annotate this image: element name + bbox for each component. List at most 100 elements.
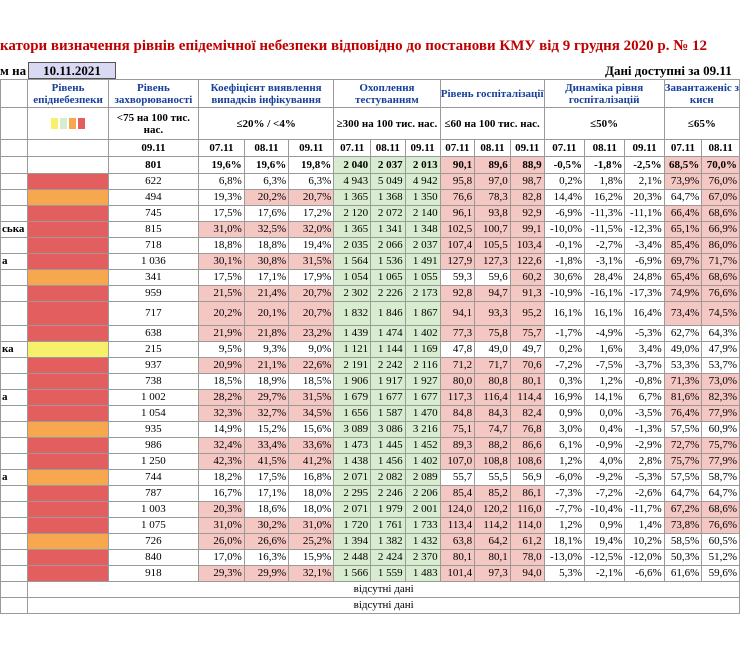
testing-value: 2 037 bbox=[404, 237, 441, 254]
testing-value: 2 120 bbox=[333, 205, 372, 222]
testing-value: 1 587 bbox=[370, 405, 406, 422]
incidence-criteria: <75 на 100 тис. нас. bbox=[107, 107, 200, 140]
testing-value: 1 439 bbox=[333, 325, 372, 342]
dates-level-empty bbox=[27, 139, 109, 157]
incidence-value: 215 bbox=[107, 341, 200, 358]
testing-value: 2 448 bbox=[333, 549, 372, 566]
hospital-value: 80,1 bbox=[474, 549, 511, 566]
hospital-value: 108,6 bbox=[509, 453, 545, 470]
hospital-value: 75,7 bbox=[509, 325, 545, 342]
hospital-value: 97,3 bbox=[474, 565, 511, 582]
dynamics-value: 3,4% bbox=[624, 341, 665, 358]
hospital-value: 80,1 bbox=[509, 373, 545, 390]
hospital-value: 78,0 bbox=[509, 549, 545, 566]
detection-value: 32,0% bbox=[288, 221, 335, 238]
summary-row: 801 19,6% 19,6% 19,8% 2 040 2 037 2 013 90,1 89,… bbox=[0, 156, 740, 174]
detection-value: 20,7% bbox=[288, 189, 335, 206]
table-row: ка 215 9,5% 9,3% 9,0% 1 121 1 144 1 169 47,8 49,0… bbox=[0, 341, 740, 358]
level-orange-cell bbox=[27, 421, 109, 438]
load-value: 86,0% bbox=[701, 237, 740, 254]
testing-value: 2 173 bbox=[404, 285, 441, 302]
load-value: 65,4% bbox=[663, 269, 703, 286]
table-row: 1 054 32,3% 32,7% 34,5% 1 656 1 587 1 470 84,8 8… bbox=[0, 405, 740, 422]
incidence-value: 738 bbox=[107, 373, 200, 390]
load-value: 57,5% bbox=[663, 469, 703, 486]
dates-row: 09.11 07.11 08.11 09.11 07.11 08.11 09.1… bbox=[0, 139, 740, 157]
detection-value: 17,5% bbox=[198, 269, 245, 286]
dynamics-value: -1,7% bbox=[543, 325, 586, 342]
testing-value: 1 491 bbox=[404, 253, 441, 270]
detection-value: 9,3% bbox=[243, 341, 290, 358]
testing-value: 2 295 bbox=[333, 485, 372, 502]
detection-value: 19,4% bbox=[288, 237, 335, 254]
summary-load: 68,5% bbox=[663, 156, 703, 174]
dynamics-value: 0,9% bbox=[584, 517, 626, 534]
testing-value: 1 927 bbox=[404, 373, 441, 390]
testing-value: 1 906 bbox=[333, 373, 372, 390]
dynamics-value: -10,0% bbox=[543, 221, 586, 238]
level-color-legend bbox=[50, 117, 86, 129]
hospital-value: 85,4 bbox=[439, 485, 476, 502]
testing-value: 1 144 bbox=[370, 341, 406, 358]
hospital-value: 74,7 bbox=[474, 421, 511, 438]
dynamics-value: 16,2% bbox=[584, 189, 626, 206]
date-incidence: 09.11 bbox=[107, 139, 200, 157]
load-criteria: ≤65% bbox=[663, 107, 740, 140]
hospital-value: 63,8 bbox=[439, 533, 476, 550]
detection-value: 42,3% bbox=[198, 453, 245, 470]
hospital-value: 113,4 bbox=[439, 517, 476, 534]
dynamics-value: -4,9% bbox=[584, 325, 626, 342]
detection-header: Коефіцієнт виявлення випадків інфікуванн… bbox=[198, 79, 335, 108]
hospital-value: 75,1 bbox=[439, 421, 476, 438]
detection-value: 20,3% bbox=[198, 501, 245, 518]
detection-value: 33,4% bbox=[243, 437, 290, 454]
hospital-value: 85,2 bbox=[474, 485, 511, 502]
testing-value: 2 226 bbox=[370, 285, 406, 302]
testing-value: 2 082 bbox=[370, 469, 406, 486]
region-name: а bbox=[0, 389, 29, 406]
hospital-value: 84,8 bbox=[439, 405, 476, 422]
load-value: 64,7% bbox=[663, 189, 703, 206]
load-value: 69,7% bbox=[663, 253, 703, 270]
summary-detection: 19,8% bbox=[288, 156, 335, 174]
detection-value: 29,9% bbox=[243, 565, 290, 582]
region-name bbox=[0, 285, 29, 302]
dynamics-value: -9,2% bbox=[584, 469, 626, 486]
hospital-value: 82,8 bbox=[509, 189, 545, 206]
dates-empty bbox=[0, 139, 29, 157]
as-of-date: 10.11.2021 bbox=[28, 62, 116, 79]
dynamics-value: -7,5% bbox=[584, 357, 626, 374]
level-red-cell bbox=[27, 437, 109, 454]
incidence-value: 717 bbox=[107, 301, 200, 326]
dynamics-value: -6,0% bbox=[543, 469, 586, 486]
table-row: 840 17,0% 16,3% 15,9% 2 448 2 424 2 370 80,1 80,… bbox=[0, 549, 740, 566]
detection-value: 32,3% bbox=[198, 405, 245, 422]
table-row: 1 003 20,3% 18,6% 18,0% 2 071 1 979 2 001 124,0… bbox=[0, 501, 740, 518]
hospital-value: 114,2 bbox=[474, 517, 511, 534]
hospital-value: 91,3 bbox=[509, 285, 545, 302]
detection-value: 18,0% bbox=[288, 501, 335, 518]
testing-value: 1 979 bbox=[370, 501, 406, 518]
dynamics-header: Динаміка рівня госпіталізацій bbox=[543, 79, 665, 108]
load-value: 66,9% bbox=[701, 221, 740, 238]
dynamics-value: 0,2% bbox=[543, 173, 586, 190]
incidence-value: 918 bbox=[107, 565, 200, 582]
dynamics-value: -7,2% bbox=[584, 485, 626, 502]
detection-value: 29,7% bbox=[243, 389, 290, 406]
load-value: 81,6% bbox=[663, 389, 703, 406]
detection-value: 25,2% bbox=[288, 533, 335, 550]
hospital-value: 92,8 bbox=[439, 285, 476, 302]
no-data-name-cell bbox=[0, 597, 29, 614]
detection-value: 33,6% bbox=[288, 437, 335, 454]
hospital-value: 56,9 bbox=[509, 469, 545, 486]
dynamics-value: -17,3% bbox=[624, 285, 665, 302]
hospital-value: 101,4 bbox=[439, 565, 476, 582]
date-dynamics-3: 09.11 bbox=[624, 139, 665, 157]
table-row: 935 14,9% 15,2% 15,6% 3 089 3 086 3 216 75,1 74,… bbox=[0, 421, 740, 438]
level-yellow-cell bbox=[27, 341, 109, 358]
region-name bbox=[0, 565, 29, 582]
incidence-value: 745 bbox=[107, 205, 200, 222]
testing-value: 1 394 bbox=[333, 533, 372, 550]
date-dynamics-2: 08.11 bbox=[584, 139, 626, 157]
